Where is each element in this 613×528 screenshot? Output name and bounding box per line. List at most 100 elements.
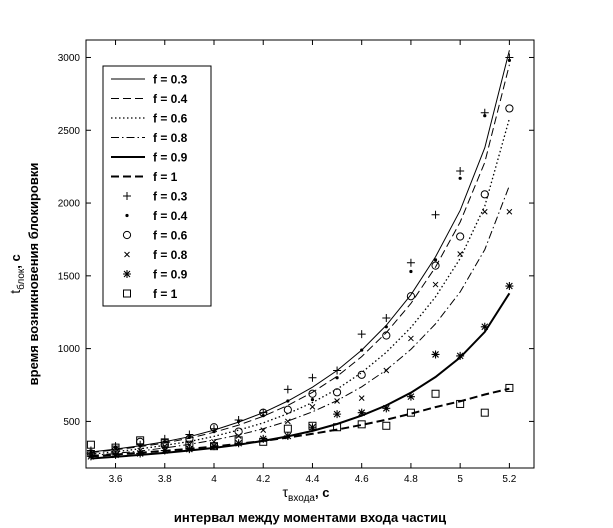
- point-series: [86, 383, 514, 452]
- x-tick-label: 4.2: [256, 474, 270, 485]
- marker-star: [308, 423, 317, 432]
- marker-cross: [408, 335, 414, 342]
- marker-circle: [505, 104, 514, 113]
- marker-dot: [89, 450, 93, 454]
- legend-label: f = 0.3: [153, 73, 188, 87]
- marker-square: [160, 439, 169, 448]
- marker-cross: [506, 208, 513, 215]
- axis-ticks: 3.6 3.8 4 4.2 4.4 4.6 4.8 5 5.2 500 1000 1500 2000 25…: [58, 40, 534, 485]
- marker-cross: [211, 438, 217, 445]
- marker-cross: [284, 418, 291, 425]
- curve-line: [90, 387, 510, 458]
- marker-plus: [456, 167, 465, 176]
- marker-square: [382, 421, 391, 430]
- y-tick-label: 1000: [58, 344, 81, 355]
- x-tick-label: 3.6: [109, 474, 123, 485]
- marker-dot: [433, 258, 438, 262]
- marker-plus: [283, 385, 292, 394]
- marker-circle: [382, 331, 391, 340]
- marker-square: [406, 408, 415, 417]
- marker-square: [185, 440, 194, 449]
- marker-square: [357, 420, 366, 429]
- y-axis-title: tблок, c время возникновения блокировки: [7, 163, 41, 386]
- marker-plus: [308, 373, 317, 382]
- legend-marker-swatch: [123, 270, 131, 278]
- legend-box: [102, 65, 212, 307]
- marker-square: [210, 442, 218, 451]
- marker-cross: [260, 427, 267, 434]
- marker-star: [382, 404, 391, 413]
- x-tick-label: 4: [211, 474, 217, 485]
- marker-cross: [334, 398, 340, 404]
- legend-label: f = 0.3: [153, 190, 188, 204]
- x-tick-label: 4.4: [306, 474, 320, 485]
- curve-line: [90, 185, 510, 457]
- marker-cross: [309, 404, 316, 410]
- legend-label: f = 1: [153, 287, 178, 301]
- marker-star: [86, 452, 95, 461]
- fitted-curves: [90, 50, 511, 460]
- marker-cross: [383, 367, 390, 374]
- x-axis-description: интервал между моментами входа частиц: [174, 510, 446, 525]
- legend-marker-swatch: [123, 289, 131, 298]
- marker-star: [136, 449, 145, 458]
- marker-circle: [259, 408, 268, 417]
- marker-square: [308, 421, 317, 430]
- point-series: [86, 282, 514, 461]
- marker-plus: [406, 258, 415, 267]
- svg-text:τвхода, c: τвхода, c: [283, 484, 330, 504]
- marker-square: [456, 399, 465, 408]
- marker-star: [234, 439, 243, 448]
- marker-cross: [161, 443, 168, 450]
- marker-square: [86, 440, 95, 449]
- marker-plus: [382, 314, 391, 323]
- curve-line: [90, 118, 511, 455]
- marker-star: [259, 434, 268, 443]
- legend-label: f = 0.8: [153, 248, 188, 262]
- marker-square: [283, 424, 292, 433]
- marker-cross: [432, 281, 439, 288]
- marker-star: [123, 270, 131, 278]
- marker-circle: [431, 261, 440, 270]
- marker-plus: [431, 210, 440, 219]
- legend-label: f = 0.9: [153, 151, 188, 165]
- marker-plus: [333, 366, 342, 375]
- marker-dot: [187, 435, 191, 440]
- marker-dot: [310, 397, 315, 402]
- y-axis-unit: , c: [8, 254, 23, 268]
- marker-square: [259, 437, 268, 446]
- marker-plus: [357, 330, 366, 339]
- y-tick-label: 3000: [58, 53, 81, 64]
- legend-marker-swatch: [122, 230, 132, 240]
- marker-star: [185, 445, 194, 454]
- marker-dot: [237, 419, 241, 424]
- legend-marker-swatch: [124, 251, 130, 258]
- y-axis-symbol: t: [7, 290, 23, 294]
- marker-circle: [456, 232, 465, 241]
- y-axis-subscript: блок: [15, 268, 27, 290]
- x-tick-label: 5.2: [502, 474, 516, 485]
- curve-line: [90, 64, 510, 454]
- legend-marker-swatch: [123, 192, 131, 200]
- marker-star: [456, 351, 465, 360]
- svg-text:tблок, c: tблок, c: [7, 254, 27, 294]
- marker-cross: [124, 251, 130, 258]
- marker-dot: [384, 325, 388, 329]
- marker-circle: [283, 405, 292, 414]
- legend-label: f = 0.8: [153, 131, 188, 145]
- marker-dot: [409, 269, 413, 274]
- legend-label: f = 0.4: [153, 209, 188, 223]
- marker-square: [234, 436, 243, 445]
- x-axis-unit: , c: [315, 485, 329, 500]
- marker-circle: [480, 190, 489, 199]
- legend-label: f = 0.6: [153, 112, 188, 126]
- marker-star: [333, 410, 342, 419]
- x-axis-subscript: входа: [288, 493, 315, 504]
- legend: f = 0.3 f = 0.4 f = 0.6 f = 0.8 f = 0.9 f = 1…: [102, 65, 212, 307]
- marker-star: [357, 408, 366, 417]
- marker-star: [431, 350, 440, 359]
- x-tick-label: 3.8: [158, 474, 172, 485]
- marker-dot: [483, 114, 487, 118]
- marker-circle: [234, 427, 243, 436]
